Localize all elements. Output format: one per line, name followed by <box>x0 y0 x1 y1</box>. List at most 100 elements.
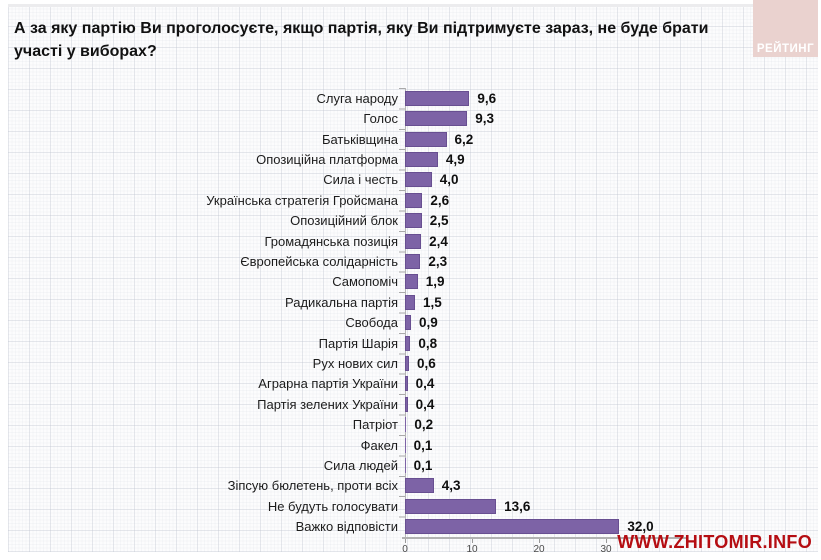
category-label: Батьківщина <box>321 131 398 147</box>
value-label: 2,5 <box>429 213 449 229</box>
bar <box>405 458 406 474</box>
bar-row: Опозиційний блок 2,5 <box>8 210 818 230</box>
value-label: 9,3 <box>475 111 495 127</box>
value-label: 0,6 <box>417 355 436 371</box>
value-label: 4,0 <box>439 172 459 188</box>
bar-row: Громадянська позиція 2,4 <box>8 231 818 251</box>
value-label: 0,9 <box>419 315 438 331</box>
bar-row: Українська стратегія Гройсмана 2,6 <box>8 190 818 210</box>
bar <box>405 396 408 412</box>
category-label: Свобода <box>345 315 398 331</box>
value-label: 1,9 <box>425 274 445 290</box>
category-label: Факел <box>360 437 398 453</box>
x-axis-tick-label: 10 <box>466 544 478 555</box>
bar-row: Слуга народу 9,6 <box>8 88 818 108</box>
bar <box>405 172 432 188</box>
bar-row: Сила людей 0,1 <box>8 455 818 475</box>
category-label: Сила і честь <box>323 172 398 188</box>
site-watermark: WWW.ZHITOMIR.INFO <box>617 532 812 552</box>
category-label: Європейська солідарність <box>240 253 398 269</box>
x-axis-tick-label: 30 <box>600 544 612 555</box>
x-axis-tick <box>606 539 607 543</box>
value-label: 2,4 <box>429 233 448 249</box>
bar-row: Аграрна партія України 0,4 <box>8 374 818 394</box>
bar-row: Самопоміч 1,9 <box>8 272 818 292</box>
category-label: Патріот <box>352 417 398 433</box>
value-label: 0,8 <box>418 335 438 351</box>
category-label: Опозиційна платформа <box>256 151 398 167</box>
bar <box>405 233 422 249</box>
bar <box>405 417 407 433</box>
x-axis-tick <box>472 539 473 543</box>
bar <box>405 315 412 331</box>
value-label: 0,1 <box>413 437 433 453</box>
bar <box>405 151 438 167</box>
category-label: Зіпсую бюлетень, проти всіх <box>227 478 398 494</box>
x-axis-tick <box>405 539 406 543</box>
bar <box>405 478 434 494</box>
value-label: 0,4 <box>415 376 435 392</box>
bar <box>405 253 421 269</box>
bar <box>405 498 497 514</box>
bar <box>405 437 406 453</box>
category-label: Радикальна партія <box>285 294 398 310</box>
bar-row: Партія зелених України 0,4 <box>8 394 818 414</box>
bar <box>405 335 411 351</box>
category-label: Громадянська позиція <box>264 233 398 249</box>
category-label: Слуга народу <box>316 90 398 106</box>
graph-paper-background: А за яку партію Ви проголосуєте, якщо па… <box>8 0 818 555</box>
value-label: 0,2 <box>414 417 434 433</box>
bar <box>405 274 418 290</box>
bar-row: Радикальна партія 1,5 <box>8 292 818 312</box>
value-label: 1,5 <box>423 294 442 310</box>
horizontal-bar-chart: Слуга народу 9,6 Голос 9,3 Батьківщина 6,2 Опо… <box>8 88 818 555</box>
category-label: Опозиційний блок <box>290 213 398 229</box>
x-axis-tick-label: 20 <box>533 544 545 555</box>
bar <box>405 355 410 371</box>
x-axis-tick <box>539 539 540 543</box>
x-axis-line <box>402 537 686 539</box>
category-label: Партія Шарія <box>318 335 398 351</box>
value-label: 6,2 <box>454 131 474 147</box>
bar <box>405 90 470 106</box>
bar-row: Важко відповісти 32,0 <box>8 517 818 537</box>
value-label: 4,3 <box>441 478 461 494</box>
bar <box>405 519 620 535</box>
rating-logo-label: РЕЙТИНГ <box>756 43 815 55</box>
bar-row: Свобода 0,9 <box>8 312 818 332</box>
bar-row: Батьківщина 6,2 <box>8 129 818 149</box>
category-label: Сила людей <box>323 458 398 474</box>
value-label: 13,6 <box>504 498 531 514</box>
x-axis: 0 10 20 30 <box>402 537 686 560</box>
bar-row: Голос 9,3 <box>8 108 818 128</box>
bar <box>405 213 422 229</box>
category-tick-marks <box>399 88 405 537</box>
category-label: Українська стратегія Гройсмана <box>206 192 398 208</box>
bar <box>405 111 468 127</box>
bar <box>405 376 408 392</box>
category-label: Не будуть голосувати <box>267 498 398 514</box>
rating-group-logo: РЕЙТИНГ <box>753 0 818 57</box>
category-label: Аграрна партія України <box>258 376 398 392</box>
category-label: Рух нових сил <box>312 355 398 371</box>
bar <box>405 192 423 208</box>
value-label: 2,3 <box>428 253 448 269</box>
top-edge-divider <box>8 4 818 7</box>
y-axis-line <box>405 88 406 537</box>
bar-row: Європейська солідарність 2,3 <box>8 251 818 271</box>
category-label: Важко відповісти <box>295 519 398 535</box>
x-axis-tick-label: 0 <box>402 544 408 555</box>
bar-row: Опозиційна платформа 4,9 <box>8 149 818 169</box>
value-label: 2,6 <box>430 192 450 208</box>
value-label: 4,9 <box>445 151 465 167</box>
category-label: Партія зелених України <box>257 396 398 412</box>
bar-rows-container: Слуга народу 9,6 Голос 9,3 Батьківщина 6,2 Опо… <box>8 88 818 537</box>
bar-row: Патріот 0,2 <box>8 415 818 435</box>
bar-row: Факел 0,1 <box>8 435 818 455</box>
bar-row: Не будуть голосувати 13,6 <box>8 496 818 516</box>
bar-row: Рух нових сил 0,6 <box>8 353 818 373</box>
category-label: Самопоміч <box>332 274 398 290</box>
bar-row: Зіпсую бюлетень, проти всіх 4,3 <box>8 476 818 496</box>
bar-row: Сила і честь 4,0 <box>8 170 818 190</box>
